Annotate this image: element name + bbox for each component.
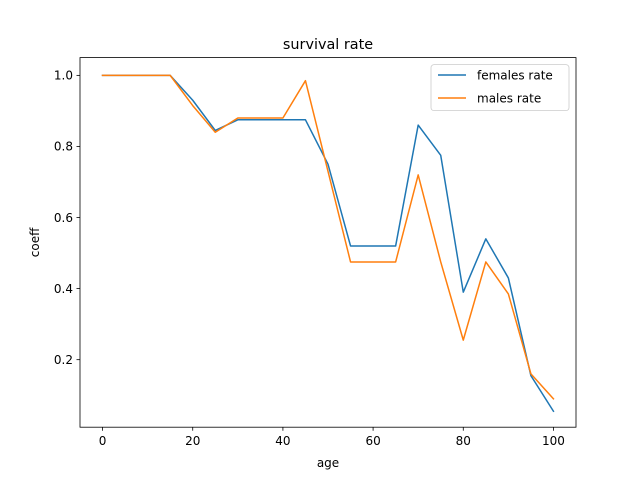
- x-tick-label: 60: [365, 434, 380, 448]
- x-axis-ticks: 0 20 40 60 80 100: [99, 427, 565, 448]
- x-tick-label: 80: [456, 434, 471, 448]
- x-tick-label: 100: [542, 434, 565, 448]
- legend-box: [430, 64, 570, 111]
- y-tick-label: 0.2: [54, 353, 73, 367]
- y-tick-label: 1.0: [54, 69, 73, 83]
- legend-label-males: males rate: [477, 92, 541, 106]
- chart-title: survival rate: [283, 37, 373, 53]
- y-tick-label: 0.8: [54, 140, 73, 154]
- y-tick-label: 0.4: [54, 282, 73, 296]
- series-line-females: [101, 74, 555, 413]
- series-line-males: [101, 74, 555, 400]
- legend-label-females: females rate: [477, 69, 553, 83]
- y-axis-ticks: 0.2 0.4 0.6 0.8 1.0: [54, 69, 80, 367]
- y-axis-label: coeff: [28, 227, 42, 257]
- legend: females rate males rate: [430, 64, 570, 111]
- y-tick-label: 0.6: [54, 211, 73, 225]
- x-tick-label: 0: [99, 434, 107, 448]
- plot-lines: [101, 74, 555, 413]
- x-tick-label: 20: [185, 434, 200, 448]
- x-axis-label: age: [317, 456, 339, 470]
- x-tick-label: 40: [275, 434, 290, 448]
- plot-frame: [79, 57, 577, 428]
